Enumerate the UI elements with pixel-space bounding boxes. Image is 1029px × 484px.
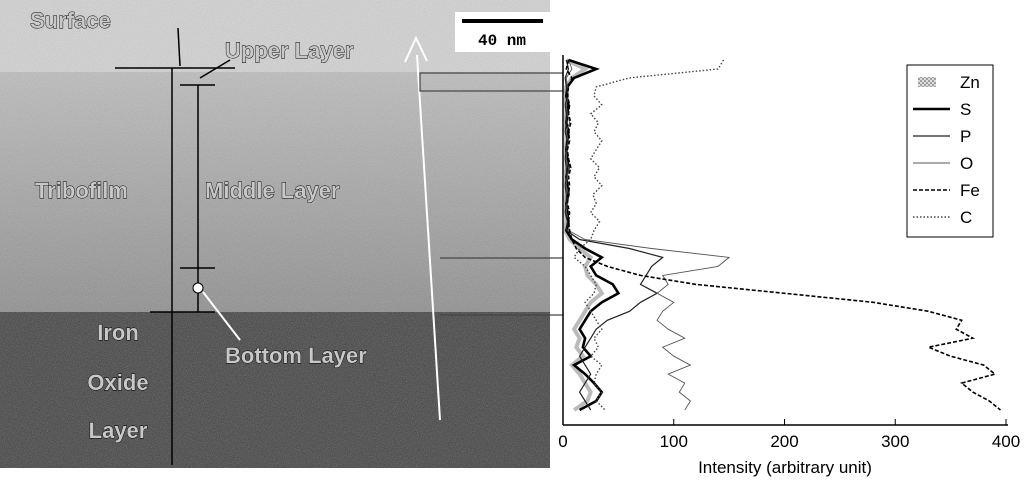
legend-label: P [960,127,971,146]
legend-label: O [960,154,973,173]
scale-bar-label: 40 nm [478,32,526,50]
x-tick-label: 400 [992,432,1020,451]
label-middle-layer: Middle Layer [205,178,340,203]
label-upper-layer: Upper Layer [225,38,354,63]
legend [906,64,994,238]
label-iron: Iron [97,320,139,345]
legend-label: S [960,100,971,119]
x-tick-label: 300 [881,432,909,451]
x-tick-label: 0 [558,432,567,451]
label-bottom-layer: Bottom Layer [225,343,367,368]
label-tribofilm: Tribofilm [35,178,128,203]
legend-label: C [960,208,972,227]
profile-chart: Intensity (arbitrary unit) [562,55,1008,477]
series-line [564,59,664,411]
legend-label: Zn [960,73,980,92]
legend-swatch [918,77,936,87]
tem-image: Surface Upper Layer Tribofilm Middle Lay… [0,0,564,468]
series-line [565,59,1002,411]
series-line [565,59,731,411]
legend-label: Fe [960,181,980,200]
label-oxide: Oxide [87,370,148,395]
x-axis-title: Intensity (arbitrary unit) [698,458,872,477]
series-line [573,59,725,411]
x-tick-label: 100 [660,432,688,451]
label-surface: Surface [30,8,111,33]
x-tick-label: 200 [770,432,798,451]
label-layer: Layer [89,418,148,443]
